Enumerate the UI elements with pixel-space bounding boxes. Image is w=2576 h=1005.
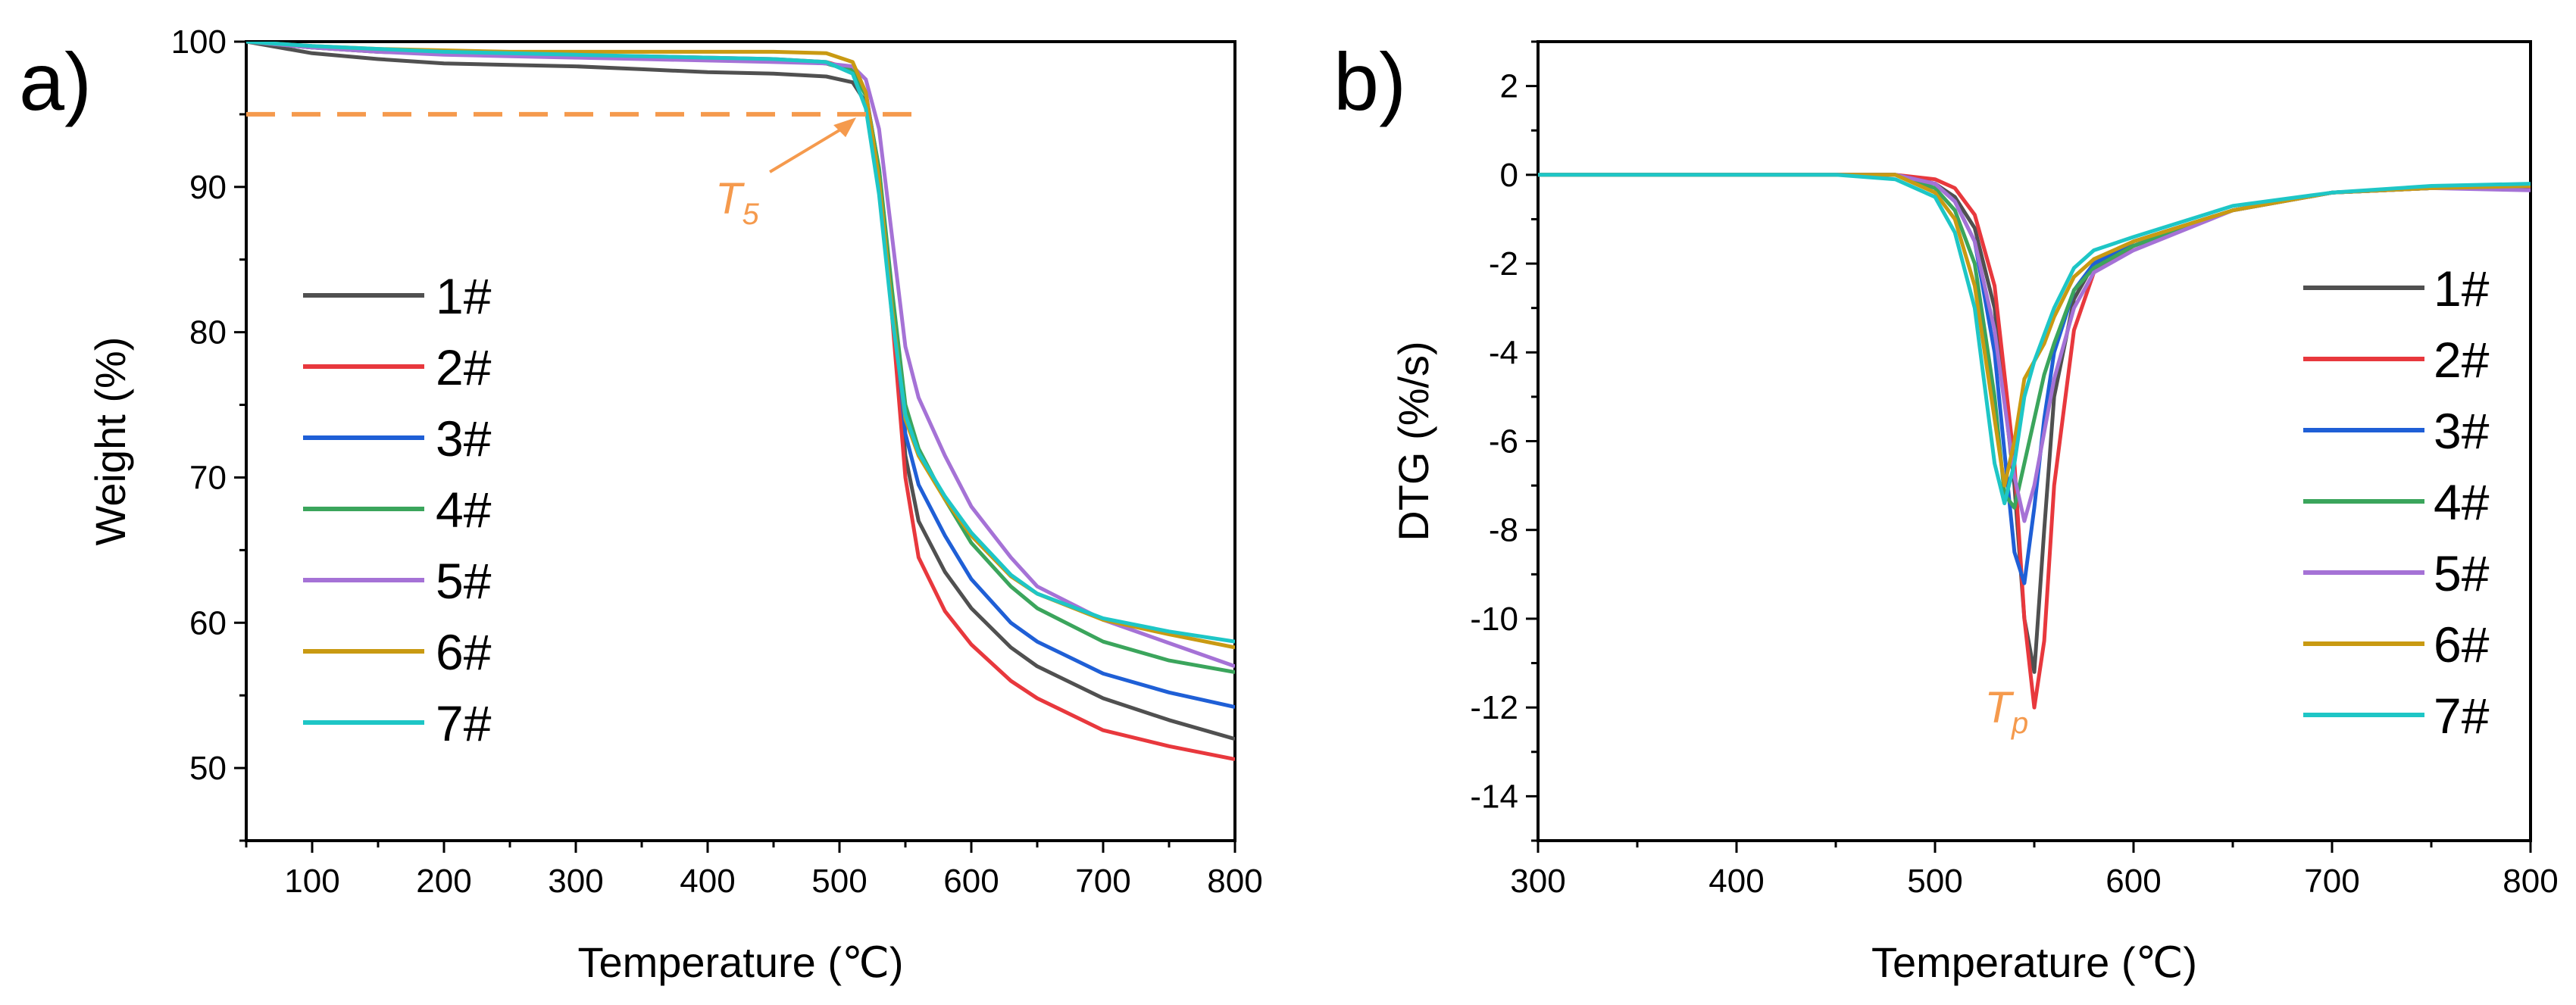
x-tick-label-a: 100 [284, 863, 339, 900]
t5-arrow-head [833, 117, 857, 138]
y-tick-label-b: -14 [1470, 778, 1518, 815]
x-axis-title-b: Temperature (℃) [1871, 938, 2197, 986]
legend-label-b-3: 3# [2434, 403, 2490, 459]
y-axis-title-b: DTG (%/s) [1390, 341, 1437, 541]
x-tick-label-b: 600 [2106, 863, 2161, 900]
series-group-a [246, 42, 1235, 762]
y-tick-label-b: -6 [1489, 423, 1518, 460]
y-axis-title-a: Weight (%) [86, 337, 134, 546]
x-tick-label-b: 400 [1708, 863, 1764, 900]
series-line-b-7 [1538, 173, 2531, 506]
x-axis-title-a: Temperature (℃) [577, 938, 903, 986]
y-tick-label-b: 0 [1500, 157, 1518, 194]
t5-arrow-line [769, 125, 847, 173]
y-tick-label-a: 90 [189, 169, 227, 206]
series-line-b-6 [1538, 173, 2531, 488]
x-tick-label-a: 300 [548, 863, 603, 900]
y-tick-label-a: 80 [189, 314, 227, 351]
annotation-b: Tp [1985, 683, 2029, 740]
panel-b: b) 300 400 500 600 700 800 -14 -12 -10 -8 -6 -4 -2 0 2 T… [1333, 36, 2559, 986]
legend-label-b-4: 4# [2434, 474, 2490, 530]
x-tick-label-a: 200 [416, 863, 471, 900]
x-tick-label-b: 500 [1907, 863, 1962, 900]
legend-label-a-5: 5# [436, 553, 492, 609]
legend-label-b-2: 2# [2434, 332, 2490, 388]
legend-label-a-2: 2# [436, 339, 492, 395]
y-tick-label-b: -10 [1470, 601, 1518, 638]
panel-a: a) 100 200 300 400 500 600 700 800 50 60 70 80 90 100 T… [19, 23, 1263, 986]
legend-label-b-5: 5# [2434, 545, 2490, 601]
series-group-b [1538, 173, 2531, 710]
series-line-a-7 [246, 42, 1235, 644]
plot-frame-a [245, 40, 1236, 842]
series-line-a-5 [246, 42, 1235, 669]
panel-label-a: a) [19, 36, 92, 127]
panel-label-b: b) [1333, 36, 1406, 127]
legend-label-b-1: 1# [2434, 261, 2490, 317]
x-tick-label-b: 700 [2304, 863, 2359, 900]
legend-label-a-3: 3# [436, 410, 492, 467]
legend-label-b-7: 7# [2434, 688, 2490, 744]
y-tick-label-b: 2 [1500, 68, 1518, 105]
x-tick-label-a: 400 [680, 863, 735, 900]
legend-label-b-6: 6# [2434, 616, 2490, 673]
y-tick-label-a: 60 [189, 604, 227, 641]
y-tick-label-a: 70 [189, 459, 227, 496]
y-tick-label-b: -4 [1489, 334, 1518, 371]
legend-label-a-7: 7# [436, 695, 492, 751]
y-tick-label-b: -2 [1489, 245, 1518, 282]
legend-label-a-4: 4# [436, 482, 492, 538]
y-tick-label-a: 50 [189, 750, 227, 787]
x-tick-label-b: 300 [1510, 863, 1565, 900]
legend-label-a-1: 1# [436, 268, 492, 324]
annotation-a: T5 [715, 174, 759, 231]
x-tick-label-a: 600 [943, 863, 999, 900]
y-tick-label-a: 100 [171, 23, 227, 61]
x-tick-label-a: 800 [1207, 863, 1262, 900]
x-tick-label-a: 500 [811, 863, 867, 900]
y-tick-label-b: -8 [1489, 512, 1518, 549]
y-tick-label-b: -12 [1470, 689, 1518, 726]
x-tick-label-b: 800 [2503, 863, 2558, 900]
legend-label-a-6: 6# [436, 624, 492, 680]
x-tick-label-a: 700 [1075, 863, 1130, 900]
